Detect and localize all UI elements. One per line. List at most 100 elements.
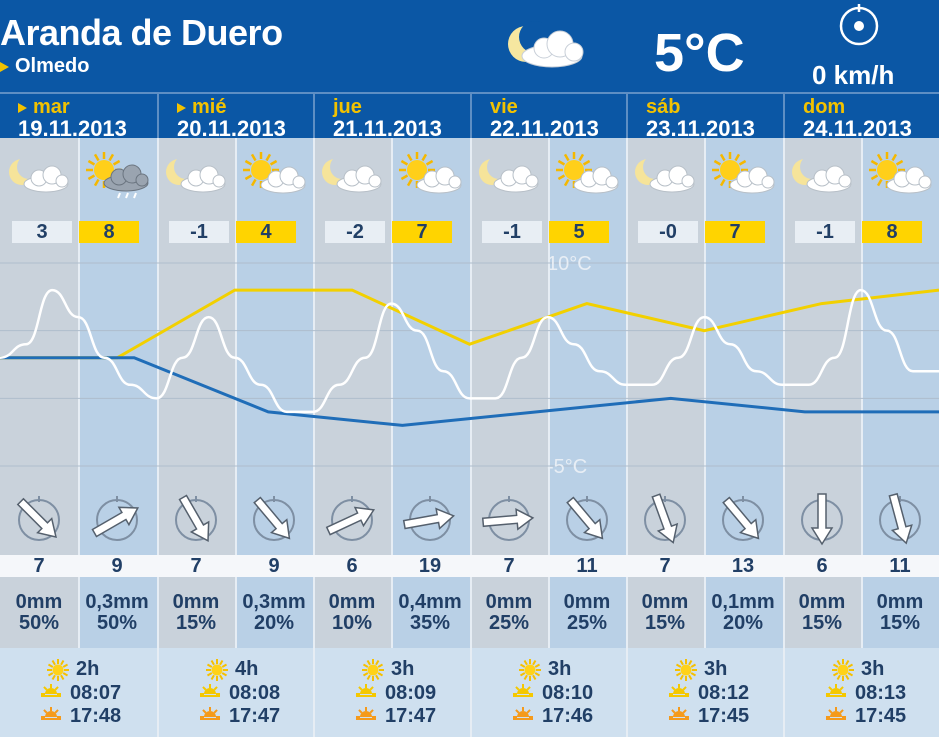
sun-cloud-icon (399, 152, 462, 194)
sunrise-time: 08:13 (855, 682, 907, 704)
rain-probability: 50% (18, 612, 60, 634)
weather-icon-wrap (787, 150, 857, 200)
sun-cloud-icon (243, 152, 306, 194)
rain-amount: 0mm (485, 591, 533, 613)
wind-direction-icon (481, 496, 535, 541)
sun-icon (206, 659, 228, 681)
sun-hours: 3h (518, 658, 571, 688)
sunrise-icon (669, 684, 689, 697)
wind-direction-wrap (166, 488, 226, 548)
sun-hours: 2h (46, 658, 99, 688)
wind-direction-wrap (400, 488, 460, 548)
sunset-icon (826, 707, 846, 720)
precipitation: 0mm 15% (157, 592, 235, 634)
compass-icon (839, 4, 879, 46)
sunset-time: 17:46 (542, 705, 594, 727)
sunrise-time: 08:12 (698, 682, 750, 704)
day-name: jue (333, 96, 362, 119)
day-date: 21.11.2013 (333, 116, 442, 141)
day-divider (783, 138, 785, 737)
day-name-label: dom (803, 96, 846, 118)
sun-icon (362, 659, 384, 681)
wind-direction-icon (879, 492, 921, 545)
min-temperature: 3 (12, 221, 72, 243)
sunset: 17:45 (668, 705, 749, 728)
area-name[interactable]: Olmedo (0, 55, 89, 78)
sunset-icon (356, 707, 376, 720)
sun-info: 3h 08:09 17:47 (315, 648, 470, 737)
sun-icon (675, 659, 697, 681)
sunset: 17:47 (199, 705, 280, 728)
wind-speed-value: 6 (346, 555, 358, 577)
sun-info: 4h 08:08 17:47 (159, 648, 313, 737)
min-temperature: -0 (638, 221, 698, 243)
wind-speed-value: 9 (268, 555, 280, 577)
weather-icon-wrap (161, 150, 231, 200)
rain-probability: 15% (879, 612, 921, 634)
rain-amount: 0mm (563, 591, 611, 613)
day-header[interactable]: vie 22.11.2013 (470, 92, 626, 141)
rain-amount: 0mm (15, 591, 63, 613)
wind-speed-row (0, 555, 939, 577)
precipitation: 0mm 10% (313, 592, 391, 634)
wind-direction-wrap (792, 488, 852, 548)
wind-direction-icon (325, 496, 376, 541)
sun-hours-value: 4h (235, 658, 259, 680)
day-header[interactable]: mar 19.11.2013 (0, 92, 157, 141)
wind-speed-value: 11 (889, 555, 911, 577)
sun-info: 3h 08:12 17:45 (628, 648, 783, 737)
area-label: Olmedo (15, 55, 90, 77)
weather-icon-wrap (708, 150, 778, 200)
max-temperature: 4 (236, 221, 296, 243)
sunset: 17:48 (40, 705, 121, 728)
wind-direction-wrap (557, 488, 617, 548)
precipitation: 0,4mm 35% (391, 592, 469, 634)
day-divider (157, 138, 159, 737)
sun-hours-value: 3h (548, 658, 572, 680)
rain-amount: 0,1mm (711, 591, 775, 613)
weather-icon-wrap (630, 150, 700, 200)
wind-speed-value: 19 (418, 555, 442, 577)
weather-icon-wrap (239, 150, 309, 200)
day-name-label: sáb (646, 96, 681, 118)
rain-probability: 15% (801, 612, 843, 634)
sun-info: 3h 08:13 17:45 (785, 648, 939, 737)
precipitation: 0mm 25% (470, 592, 548, 634)
wind-direction-icon (722, 496, 764, 541)
sun-info: 2h 08:07 17:48 (0, 648, 157, 737)
day-date: 24.11.2013 (803, 116, 912, 141)
sun-icon (47, 659, 69, 681)
app-header: Aranda de Duero Olmedo 5°C 0 km/h (0, 0, 939, 92)
rain-probability: 15% (175, 612, 217, 634)
sunrise: 08:12 (668, 682, 749, 705)
precipitation: 0mm 15% (783, 592, 861, 634)
moon-cloud-icon (166, 155, 226, 193)
sunset-time: 17:47 (385, 705, 437, 727)
sunset-time: 17:48 (70, 705, 122, 727)
sunset: 17:45 (825, 705, 906, 728)
sunset-time: 17:47 (229, 705, 281, 727)
day-divider (626, 138, 628, 737)
precipitation: 0mm 25% (548, 592, 626, 634)
sunrise-icon (513, 684, 533, 697)
day-name: mar (18, 96, 70, 119)
sunset: 17:47 (355, 705, 436, 728)
rain-probability: 35% (409, 612, 451, 634)
min-temperature: -1 (482, 221, 542, 243)
sunrise-icon (356, 684, 376, 697)
hourly-temperature-line (0, 288, 939, 414)
day-header[interactable]: mié 20.11.2013 (157, 92, 313, 141)
day-header[interactable]: dom 24.11.2013 (783, 92, 939, 141)
wind-speed-value: 6 (816, 555, 828, 577)
day-header[interactable]: sáb 23.11.2013 (626, 92, 783, 141)
precipitation: 0mm 15% (861, 592, 939, 634)
day-name-label: mar (33, 96, 70, 118)
rain-amount: 0mm (798, 591, 846, 613)
day-name-label: jue (333, 96, 362, 118)
day-divider (470, 138, 472, 737)
rain-amount: 0,3mm (242, 591, 306, 613)
wind-direction-icon (16, 496, 60, 541)
day-header[interactable]: jue 21.11.2013 (313, 92, 470, 141)
weather-icon-wrap (474, 150, 544, 200)
sun-cloud-icon (712, 152, 775, 194)
